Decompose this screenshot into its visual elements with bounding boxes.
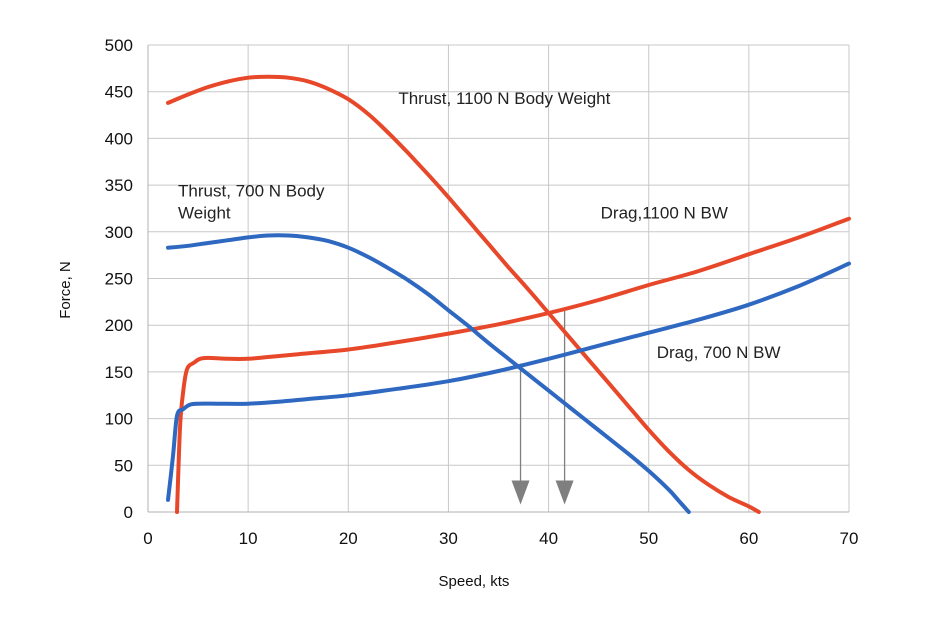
x-tick-label: 40 xyxy=(539,529,558,548)
axes: 0 10 20 30 40 50 60 70 0 50 100 150 200 250 300 350 400 4… xyxy=(105,36,859,548)
x-tick-label: 60 xyxy=(739,529,758,548)
x-tick-label: 30 xyxy=(439,529,458,548)
y-tick-label: 150 xyxy=(105,363,133,382)
series-annotation: Thrust, 700 N Body Weight xyxy=(178,181,325,222)
speed-marker-arrow xyxy=(511,363,530,505)
x-tick-label: 70 xyxy=(840,529,859,548)
y-tick-label: 200 xyxy=(105,316,133,335)
y-tick-label: 500 xyxy=(105,36,133,55)
series-annotation: Drag,1100 N BW xyxy=(601,204,728,223)
x-tick-label: 10 xyxy=(239,529,258,548)
x-tick-label: 0 xyxy=(143,529,152,548)
speed-markers xyxy=(511,309,574,505)
series-lines xyxy=(166,74,851,514)
series-line-drag-1100-n-bw xyxy=(175,216,851,514)
y-tick-label: 100 xyxy=(105,410,133,429)
y-tick-label: 0 xyxy=(124,503,133,522)
x-axis-label: Speed, kts xyxy=(439,573,510,590)
series-line-drag-700-n-bw xyxy=(166,261,851,502)
series-line-thrust-700-n-body-weight xyxy=(166,233,691,514)
annotations: Thrust, 1100 N Body Weight Thrust, 700 N … xyxy=(178,89,780,362)
y-tick-label: 350 xyxy=(105,176,133,195)
x-tick-label: 20 xyxy=(339,529,358,548)
y-tick-label: 450 xyxy=(105,83,133,102)
y-axis-label: Force, N xyxy=(57,261,74,319)
y-tick-label: 250 xyxy=(105,270,133,289)
y-tick-label: 300 xyxy=(105,223,133,242)
gridlines xyxy=(147,44,850,513)
series-annotation: Drag, 700 N BW xyxy=(657,343,781,362)
y-tick-label: 400 xyxy=(105,129,133,148)
series-line-thrust-1100-n-body-weight xyxy=(166,74,761,514)
series-annotation: Thrust, 1100 N Body Weight xyxy=(398,89,610,108)
x-tick-label: 50 xyxy=(639,529,658,548)
y-tick-label: 50 xyxy=(114,456,133,475)
speed-marker-arrow xyxy=(555,309,574,505)
